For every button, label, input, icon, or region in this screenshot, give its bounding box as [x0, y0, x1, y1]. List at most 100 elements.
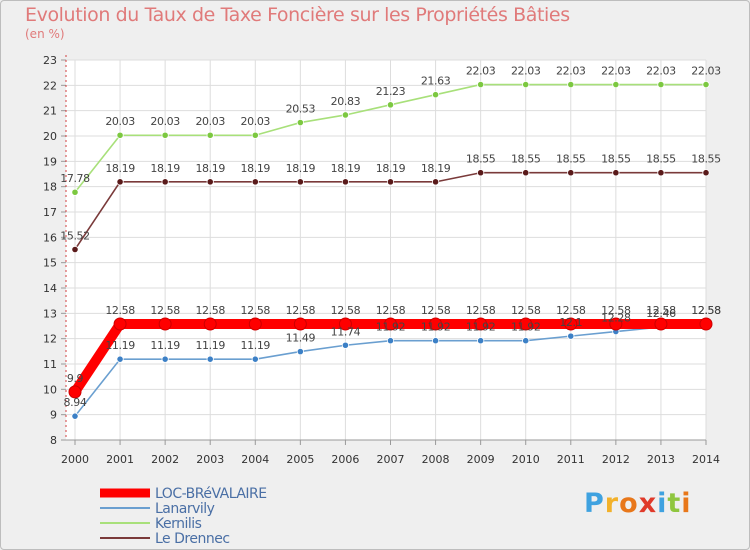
data-label: 18.19 [421, 162, 451, 175]
data-point [71, 245, 79, 254]
x-tick-label: 2010 [512, 453, 540, 466]
chart-title: Evolution du Taux de Taxe Foncière sur l… [25, 4, 570, 26]
x-tick-label: 2013 [647, 453, 675, 466]
data-label: 17.78 [60, 172, 90, 185]
y-tick-label: 9 [50, 409, 57, 422]
data-point [522, 80, 530, 89]
y-tick-label: 8 [50, 434, 57, 447]
data-point [702, 80, 710, 89]
logo-letter: i [657, 488, 668, 519]
x-tick-label: 2002 [151, 453, 179, 466]
data-point [386, 178, 395, 186]
data-point [203, 317, 217, 331]
data-label: 20.03 [105, 115, 135, 128]
logo-letter: x [638, 488, 658, 519]
data-label: 12.58 [331, 304, 361, 317]
data-label: 18.19 [331, 162, 361, 175]
legend-label-0: LOC-BRéVALAIRE [155, 486, 267, 502]
x-tick-label: 2000 [61, 453, 89, 466]
data-label: 12.58 [556, 304, 586, 317]
y-tick-label: 18 [43, 181, 57, 194]
data-label: 12.58 [601, 304, 631, 317]
data-point [384, 317, 397, 331]
data-label: 11.92 [421, 321, 451, 334]
data-point [522, 337, 530, 345]
data-label: 12.58 [691, 304, 721, 317]
series-1 [71, 320, 710, 420]
plot-area [66, 60, 706, 440]
data-point [341, 178, 350, 186]
data-point [477, 80, 485, 89]
data-label: 11.19 [105, 339, 135, 352]
data-label: 11.92 [511, 321, 541, 334]
y-tick-label: 16 [43, 231, 57, 244]
data-label: 12.1 [559, 316, 582, 329]
data-label: 12.58 [195, 304, 225, 317]
logo-letter: t [667, 488, 682, 519]
data-point [116, 355, 124, 363]
data-label: 22.03 [511, 65, 541, 78]
data-point [702, 169, 710, 177]
data-point [522, 169, 530, 177]
data-label: 22.03 [601, 65, 631, 78]
data-label: 20.03 [241, 115, 271, 128]
data-point [612, 169, 620, 177]
x-tick-label: 2001 [106, 453, 134, 466]
data-point [251, 178, 259, 186]
data-label: 12.58 [511, 304, 541, 317]
data-label: 21.23 [376, 85, 406, 98]
data-point [206, 131, 214, 139]
data-label: 12.58 [691, 304, 721, 317]
data-point [293, 317, 307, 331]
data-label: 18.19 [105, 162, 135, 175]
y-tick-label: 19 [43, 155, 57, 168]
logo-letter: r [604, 488, 620, 519]
x-tick-label: 2003 [196, 453, 224, 466]
chart-unit: (en %) [25, 27, 65, 41]
data-label: 18.55 [511, 153, 541, 166]
data-point [567, 332, 575, 340]
data-label: 12.58 [646, 304, 676, 317]
data-point [564, 317, 578, 331]
data-point [206, 355, 214, 363]
data-label: 18.19 [286, 162, 316, 175]
data-point [161, 178, 169, 186]
data-label: 20.03 [150, 115, 180, 128]
data-label: 20.83 [331, 95, 361, 108]
data-label: 22.03 [691, 65, 721, 78]
data-point [654, 317, 668, 331]
logo-letter: i [681, 488, 692, 519]
data-label: 22.03 [466, 65, 496, 78]
data-label: 21.63 [421, 75, 451, 88]
y-tick-label: 20 [43, 130, 57, 143]
data-point [296, 178, 304, 186]
data-point [116, 131, 124, 139]
legend-label-2: Kernilis [155, 516, 202, 532]
series-0 [68, 317, 713, 399]
x-tick-label: 2009 [467, 453, 495, 466]
data-label: 9.9 [67, 372, 84, 385]
y-tick-label: 23 [43, 54, 57, 67]
data-label: 11.19 [150, 339, 180, 352]
series-3 [71, 169, 710, 254]
data-label: 22.03 [556, 65, 586, 78]
data-label: 18.55 [646, 153, 676, 166]
data-point [657, 169, 665, 177]
data-point [158, 317, 172, 331]
data-label: 12.58 [466, 304, 496, 317]
data-point [251, 355, 259, 363]
data-point [296, 347, 304, 356]
x-tick-label: 2011 [557, 453, 585, 466]
y-tick-label: 15 [43, 257, 57, 270]
y-tick-label: 22 [43, 79, 57, 92]
data-label: 12.58 [286, 304, 316, 317]
data-label: 18.55 [601, 153, 631, 166]
data-point [477, 169, 485, 177]
data-point [161, 355, 169, 363]
y-tick-label: 14 [43, 282, 57, 295]
data-point [71, 188, 79, 196]
data-label: 12.58 [421, 304, 451, 317]
data-point [567, 80, 575, 89]
data-point [206, 178, 214, 186]
data-label: 18.55 [556, 153, 586, 166]
